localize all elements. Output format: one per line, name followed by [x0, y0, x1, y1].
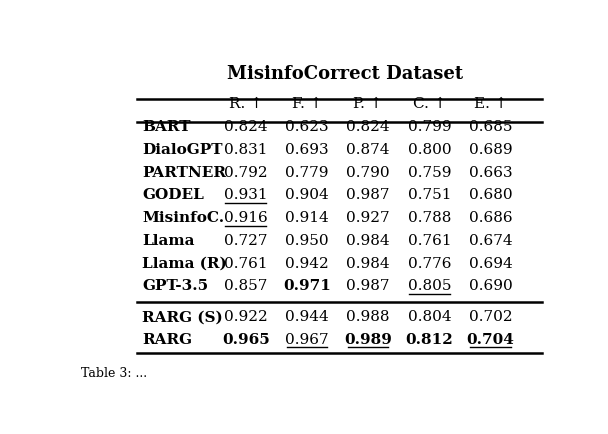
Text: Llama: Llama: [142, 234, 195, 248]
Text: 0.987: 0.987: [347, 188, 390, 202]
Text: GPT-3.5: GPT-3.5: [142, 279, 208, 293]
Text: 0.751: 0.751: [407, 188, 451, 202]
Text: 0.759: 0.759: [407, 166, 451, 180]
Text: 0.788: 0.788: [408, 211, 451, 225]
Text: F. ↑: F. ↑: [292, 97, 322, 111]
Text: 0.779: 0.779: [285, 166, 329, 180]
Text: 0.804: 0.804: [407, 310, 451, 325]
Text: MisinfoCorrect Dataset: MisinfoCorrect Dataset: [227, 65, 463, 83]
Text: DialoGPT: DialoGPT: [142, 143, 223, 157]
Text: GODEL: GODEL: [142, 188, 204, 202]
Text: 0.727: 0.727: [224, 234, 268, 248]
Text: 0.927: 0.927: [347, 211, 390, 225]
Text: 0.916: 0.916: [224, 211, 268, 225]
Text: 0.663: 0.663: [469, 166, 513, 180]
Text: 0.680: 0.680: [469, 188, 513, 202]
Text: 0.857: 0.857: [224, 279, 268, 293]
Text: 0.686: 0.686: [469, 211, 513, 225]
Text: RARG (S): RARG (S): [142, 310, 223, 325]
Text: 0.674: 0.674: [469, 234, 513, 248]
Text: Llama (R): Llama (R): [142, 256, 227, 271]
Text: 0.693: 0.693: [285, 143, 329, 157]
Text: 0.965: 0.965: [222, 333, 269, 347]
Text: 0.623: 0.623: [285, 120, 329, 134]
Text: 0.944: 0.944: [285, 310, 329, 325]
Text: 0.984: 0.984: [347, 256, 390, 271]
Text: 0.761: 0.761: [224, 256, 268, 271]
Text: RARG: RARG: [142, 333, 192, 347]
Text: 0.984: 0.984: [347, 234, 390, 248]
Text: 0.967: 0.967: [285, 333, 329, 347]
Text: 0.685: 0.685: [469, 120, 513, 134]
Text: 0.800: 0.800: [407, 143, 451, 157]
Text: R. ↑: R. ↑: [229, 97, 263, 111]
Text: 0.904: 0.904: [285, 188, 329, 202]
Text: MisinfoC.: MisinfoC.: [142, 211, 224, 225]
Text: 0.971: 0.971: [283, 279, 331, 293]
Text: Table 3: ...: Table 3: ...: [81, 367, 147, 380]
Text: 0.689: 0.689: [469, 143, 513, 157]
Text: 0.989: 0.989: [344, 333, 392, 347]
Text: 0.942: 0.942: [285, 256, 329, 271]
Text: 0.824: 0.824: [347, 120, 390, 134]
Text: 0.812: 0.812: [406, 333, 454, 347]
Text: P. ↑: P. ↑: [353, 97, 383, 111]
Text: 0.799: 0.799: [407, 120, 451, 134]
Text: 0.761: 0.761: [407, 234, 451, 248]
Text: E. ↑: E. ↑: [474, 97, 508, 111]
Text: 0.931: 0.931: [224, 188, 268, 202]
Text: C. ↑: C. ↑: [413, 97, 446, 111]
Text: 0.790: 0.790: [347, 166, 390, 180]
Text: 0.988: 0.988: [347, 310, 390, 325]
Text: 0.776: 0.776: [407, 256, 451, 271]
Text: 0.704: 0.704: [467, 333, 514, 347]
Text: 0.805: 0.805: [407, 279, 451, 293]
Text: 0.702: 0.702: [469, 310, 513, 325]
Text: 0.792: 0.792: [224, 166, 268, 180]
Text: 0.987: 0.987: [347, 279, 390, 293]
Text: PARTNER: PARTNER: [142, 166, 226, 180]
Text: 0.922: 0.922: [224, 310, 268, 325]
Text: 0.950: 0.950: [285, 234, 329, 248]
Text: 0.690: 0.690: [469, 279, 513, 293]
Text: 0.831: 0.831: [224, 143, 268, 157]
Text: BART: BART: [142, 120, 190, 134]
Text: 0.914: 0.914: [285, 211, 329, 225]
Text: 0.694: 0.694: [469, 256, 513, 271]
Text: 0.874: 0.874: [347, 143, 390, 157]
Text: 0.824: 0.824: [224, 120, 268, 134]
